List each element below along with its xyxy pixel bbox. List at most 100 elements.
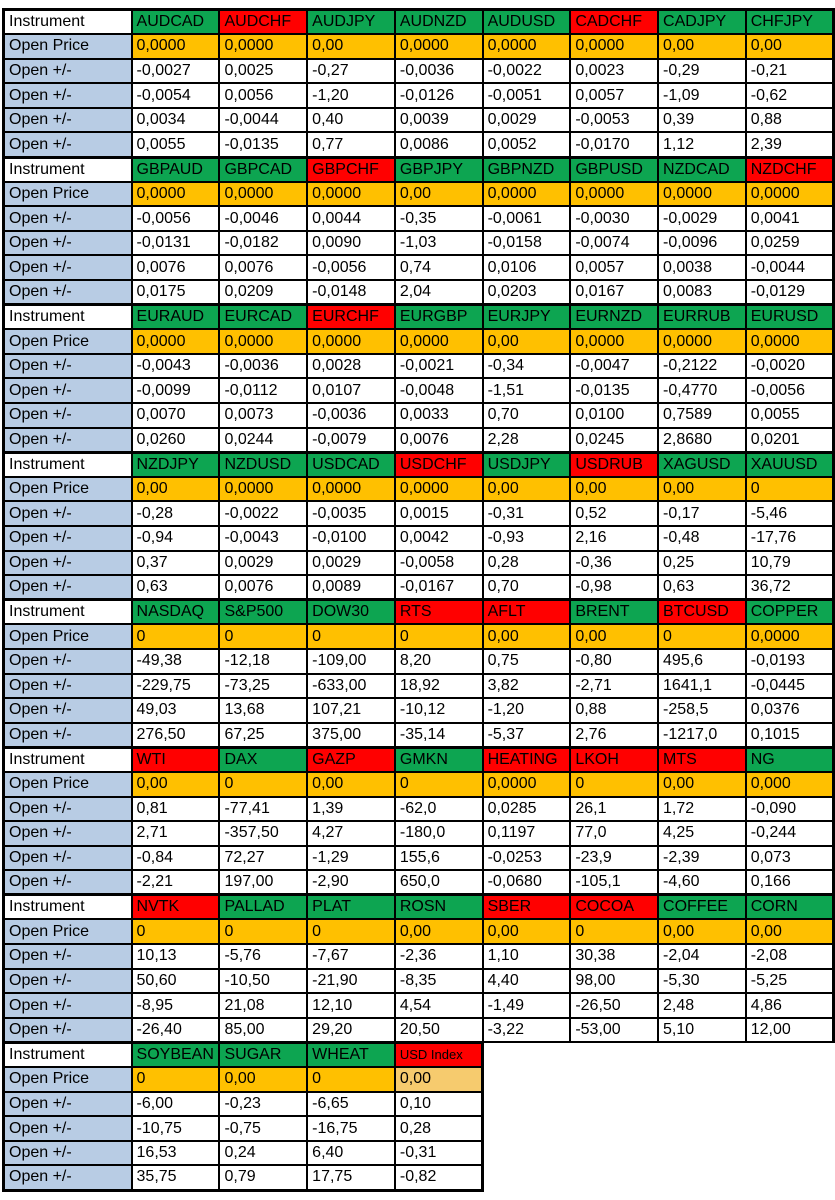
open-price-row: Open Price 0 0,00 0 0,00 bbox=[1, 1066, 834, 1093]
open-change-cell: 0,0107 bbox=[306, 377, 396, 404]
open-change-label: Open +/- bbox=[1, 524, 133, 552]
instrument-header-green: GMKN bbox=[393, 745, 484, 773]
open-price-cell: 0,0000 bbox=[744, 328, 835, 355]
open-change-cell: -8,35 bbox=[393, 967, 484, 995]
open-price-cell: 0,00 bbox=[481, 918, 572, 946]
open-price-cell: 0,0000 bbox=[130, 33, 221, 60]
empty-area bbox=[745, 1116, 834, 1141]
open-change-label: Open +/- bbox=[1, 844, 133, 872]
open-change-cell: 0,79 bbox=[218, 1164, 309, 1192]
open-change-cell: -109,00 bbox=[306, 647, 396, 675]
open-change-cell: 0,74 bbox=[393, 254, 484, 282]
open-change-label: Open +/- bbox=[1, 869, 133, 896]
open-change-row: Open +/- 0,0034 -0,0044 0,40 0,0039 0,0029 -0,… bbox=[1, 106, 835, 134]
open-change-cell: 0,0052 bbox=[481, 131, 572, 159]
open-change-cell: -0,31 bbox=[481, 500, 572, 527]
open-price-cell: 0 bbox=[306, 1066, 396, 1093]
open-price-cell: 0,0000 bbox=[481, 180, 572, 208]
open-change-cell: -0,0022 bbox=[481, 57, 572, 85]
open-price-cell: 0,00 bbox=[744, 33, 835, 60]
open-price-cell: 0,00 bbox=[481, 475, 572, 503]
open-change-cell: -3,22 bbox=[481, 1016, 572, 1044]
empty-area bbox=[658, 1067, 746, 1092]
open-price-cell: 0 bbox=[569, 770, 660, 798]
open-change-cell: -0,21 bbox=[744, 57, 835, 85]
open-change-cell: -2,21 bbox=[130, 869, 221, 896]
open-change-cell: 0,0029 bbox=[218, 549, 309, 577]
instrument-header-green: COFFEE bbox=[657, 893, 747, 921]
open-change-row: Open +/- -49,38 -12,18 -109,00 8,20 0,75 -0,80… bbox=[1, 647, 835, 675]
open-price-cell: 0 bbox=[306, 623, 396, 650]
open-change-cell: 0,75 bbox=[481, 647, 572, 675]
instruments-table-body: Instrument AUDCAD AUDCHF AUDJPY AUDNZD AUDUSD… bbox=[1, 8, 835, 1192]
open-change-label: Open +/- bbox=[1, 697, 133, 724]
open-price-row: Open Price 0 0 0 0,00 0,00 0 0,00 0,00 bbox=[1, 918, 835, 946]
open-change-cell: 0,166 bbox=[744, 869, 835, 896]
open-change-cell: 0,0106 bbox=[481, 254, 572, 282]
open-change-cell: 29,20 bbox=[306, 1016, 396, 1044]
open-change-cell: 0,39 bbox=[657, 106, 747, 134]
instrument-header-green: NG bbox=[744, 745, 835, 773]
open-change-cell: -0,0056 bbox=[130, 205, 221, 232]
empty-area bbox=[658, 1091, 746, 1117]
open-price-cell: 0,00 bbox=[481, 328, 572, 355]
open-price-cell: 0,0000 bbox=[657, 328, 747, 355]
instrument-header-red: WTI bbox=[130, 745, 221, 773]
open-change-cell: 0,0100 bbox=[569, 402, 660, 429]
open-change-row: Open +/- 276,50 67,25 375,00 -35,14 -5,37 2,76… bbox=[1, 721, 835, 749]
empty-area bbox=[745, 1091, 834, 1117]
open-price-label: Open Price bbox=[1, 770, 133, 798]
open-change-cell: -0,0030 bbox=[569, 205, 660, 232]
instrument-header-green: EURUSD bbox=[744, 303, 835, 331]
open-price-cell: 0,0000 bbox=[130, 328, 221, 355]
open-change-cell: 77,0 bbox=[569, 820, 660, 847]
open-change-cell: 0,0076 bbox=[218, 574, 309, 601]
open-change-cell: 1,39 bbox=[306, 795, 396, 823]
open-change-cell: -0,0058 bbox=[393, 549, 484, 577]
open-change-cell: 0,0090 bbox=[306, 229, 396, 257]
open-change-cell: -0,0061 bbox=[481, 205, 572, 232]
empty-area bbox=[658, 1042, 746, 1068]
open-change-cell: -0,75 bbox=[218, 1115, 309, 1142]
open-price-label: Open Price bbox=[1, 180, 133, 208]
open-change-label: Open +/- bbox=[1, 1016, 133, 1044]
open-change-cell: -0,0056 bbox=[306, 254, 396, 282]
open-change-cell: -0,0054 bbox=[130, 82, 221, 109]
open-change-cell: -0,0167 bbox=[393, 574, 484, 601]
instrument-header-green: S&P500 bbox=[218, 598, 309, 626]
open-change-cell: 5,10 bbox=[657, 1016, 747, 1044]
instrument-header-green: EURGBP bbox=[393, 303, 484, 331]
open-change-cell: -0,0036 bbox=[306, 402, 396, 429]
open-change-cell: 6,40 bbox=[306, 1139, 396, 1167]
open-change-cell: 650,0 bbox=[393, 869, 484, 896]
open-change-cell: 0,40 bbox=[306, 106, 396, 134]
open-change-cell: 197,00 bbox=[218, 869, 309, 896]
open-change-cell: -0,0044 bbox=[218, 106, 309, 134]
open-change-cell: 2,04 bbox=[393, 279, 484, 306]
instrument-header-red: MTS bbox=[657, 745, 747, 773]
open-change-label: Open +/- bbox=[1, 1090, 133, 1118]
open-change-cell: -105,1 bbox=[569, 869, 660, 896]
open-price-label: Open Price bbox=[1, 475, 133, 503]
open-change-cell: -5,37 bbox=[481, 721, 572, 749]
open-change-cell: 0,0260 bbox=[130, 426, 221, 454]
instrument-row: Instrument EURAUD EURCAD EURCHF EURGBP EURJPY… bbox=[1, 303, 835, 331]
open-change-cell: -0,244 bbox=[744, 820, 835, 847]
open-change-cell: 276,50 bbox=[130, 721, 221, 749]
open-price-cell: 0,0000 bbox=[481, 770, 572, 798]
instrument-header-red: RTS bbox=[393, 598, 484, 626]
open-change-cell: -0,0046 bbox=[218, 205, 309, 232]
instrument-row: Instrument SOYBEAN SUGAR WHEAT USD Index bbox=[1, 1040, 834, 1069]
open-change-cell: -10,12 bbox=[393, 697, 484, 724]
open-price-cell: 0,0000 bbox=[744, 623, 835, 650]
open-change-cell: -0,0193 bbox=[744, 647, 835, 675]
open-change-cell: -0,94 bbox=[130, 524, 221, 552]
open-change-row: Open +/- -0,0054 0,0056 -1,20 -0,0126 -0,0051… bbox=[1, 82, 835, 109]
instrument-header-green: PLAT bbox=[306, 893, 396, 921]
open-change-cell: 0,073 bbox=[744, 844, 835, 872]
open-change-cell: 13,68 bbox=[218, 697, 309, 724]
open-change-cell: -0,0182 bbox=[218, 229, 309, 257]
open-price-cell: 0,00 bbox=[657, 918, 747, 946]
instrument-header-green: AUDCAD bbox=[130, 8, 221, 36]
open-change-cell: 0,0028 bbox=[306, 352, 396, 380]
